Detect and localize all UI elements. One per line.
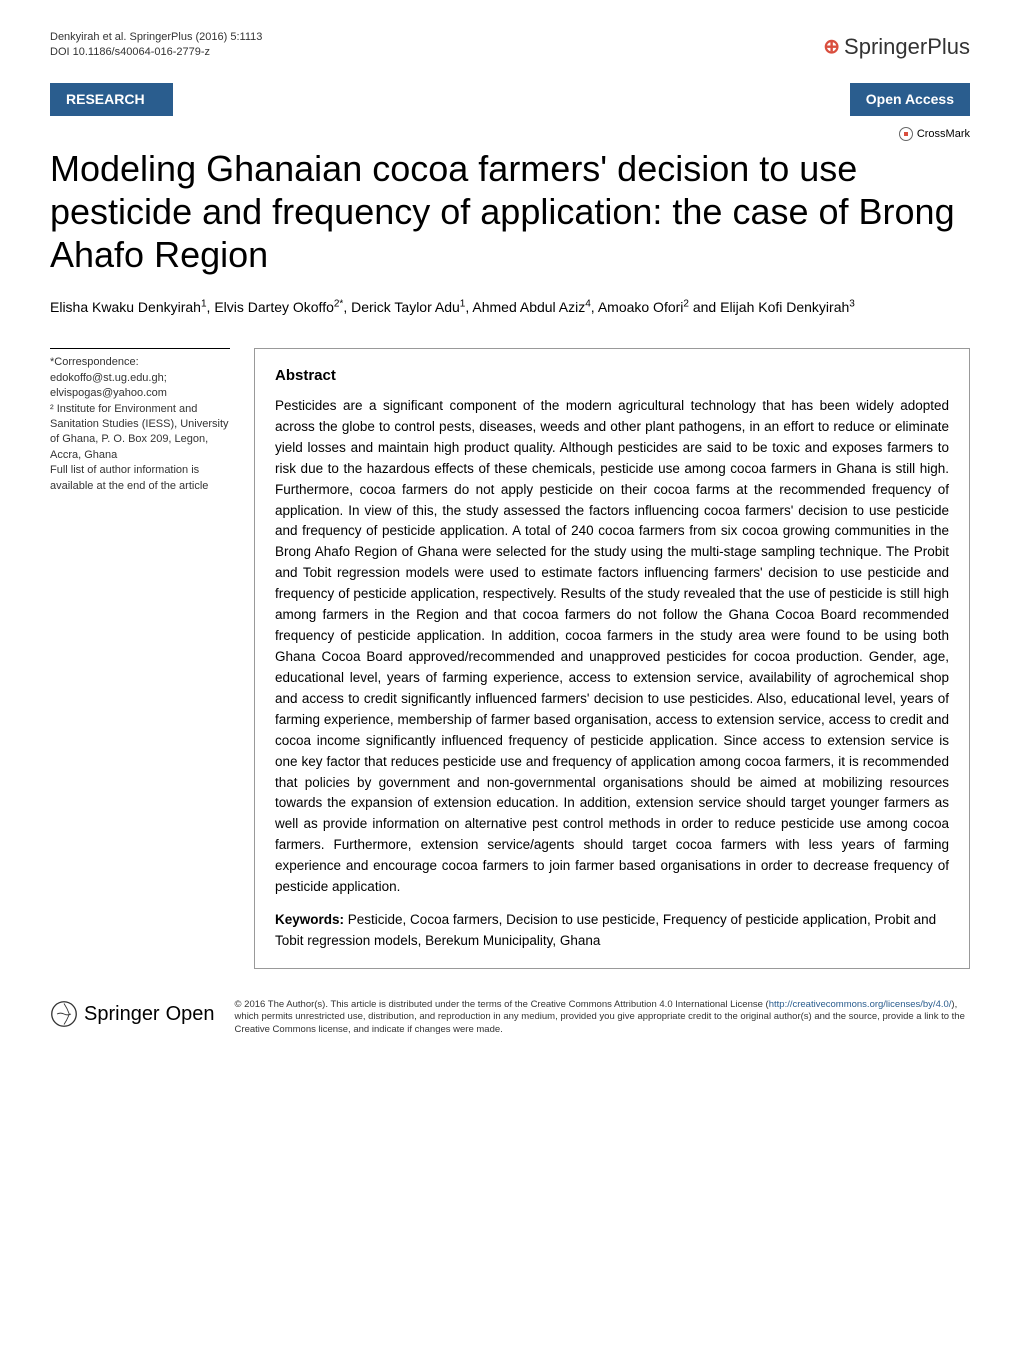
abstract-body: Pesticides are a significant component o… [275,396,949,898]
header: Denkyirah et al. SpringerPlus (2016) 5:1… [50,30,970,63]
author-1: Elisha Kwaku Denkyirah [50,299,201,315]
affiliation: ² Institute for Environment and Sanitati… [50,402,230,464]
springer-open-logo: SpringerOpen [50,999,215,1029]
correspondence-sidebar: *Correspondence: edokoffo@st.ug.edu.gh; … [50,348,230,968]
copyright-text: © 2016 The Author(s). This article is di… [235,999,970,1036]
journal-name: SpringerPlus [844,30,970,63]
footer: SpringerOpen © 2016 The Author(s). This … [50,999,970,1036]
author-2-sup: 2* [334,298,343,309]
open-text: Open [166,999,215,1029]
author-3-sup: 1 [460,298,466,309]
journal-logo: ⊕ SpringerPlus [823,30,970,63]
correspondence-email-2: elvispogas@yahoo.com [50,386,230,401]
crossmark-label: CrossMark [917,126,970,143]
author-info-note: Full list of author information is avail… [50,463,230,494]
article-title: Modeling Ghanaian cocoa farmers' decisio… [50,147,970,277]
author-6-sup: 3 [849,298,855,309]
author-1-sup: 1 [201,298,207,309]
author-and: and [693,299,716,315]
abstract-heading: Abstract [275,365,949,388]
springer-open-icon [50,1000,78,1028]
springer-icon: ⊕ [823,32,840,62]
open-access-badge: Open Access [850,83,970,116]
citation-line-2: DOI 10.1186/s40064-016-2779-z [50,45,262,60]
crossmark-row: CrossMark [50,126,970,143]
keywords-label: Keywords: [275,912,344,927]
crossmark-icon [899,127,913,141]
citation: Denkyirah et al. SpringerPlus (2016) 5:1… [50,30,262,61]
license-link[interactable]: http://creativecommons.org/licenses/by/4… [769,999,952,1010]
crossmark-link[interactable]: CrossMark [899,126,970,143]
keywords-section: Keywords: Pesticide, Cocoa farmers, Deci… [275,910,949,952]
author-3: Derick Taylor Adu [351,299,460,315]
author-2: Elvis Dartey Okoffo [214,299,334,315]
keywords-text: Pesticide, Cocoa farmers, Decision to us… [275,912,936,948]
author-5: Amoako Ofori [598,299,684,315]
correspondence-label: *Correspondence: [50,355,230,370]
correspondence-email-1: edokoffo@st.ug.edu.gh; [50,371,230,386]
main-content: Abstract Pesticides are a significant co… [254,348,970,968]
springer-text: Springer [84,999,160,1029]
author-4: Ahmed Abdul Aziz [472,299,585,315]
citation-line-1: Denkyirah et al. SpringerPlus (2016) 5:1… [50,30,262,45]
content-row: *Correspondence: edokoffo@st.ug.edu.gh; … [50,348,970,968]
author-6: Elijah Kofi Denkyirah [720,299,849,315]
research-badge: RESEARCH [50,83,173,116]
author-list: Elisha Kwaku Denkyirah1, Elvis Dartey Ok… [50,296,970,318]
banner-row: RESEARCH Open Access [50,83,970,116]
author-4-sup: 4 [585,298,591,309]
abstract-box: Abstract Pesticides are a significant co… [254,348,970,968]
copyright-prefix: © 2016 The Author(s). This article is di… [235,999,769,1010]
author-5-sup: 2 [683,298,689,309]
